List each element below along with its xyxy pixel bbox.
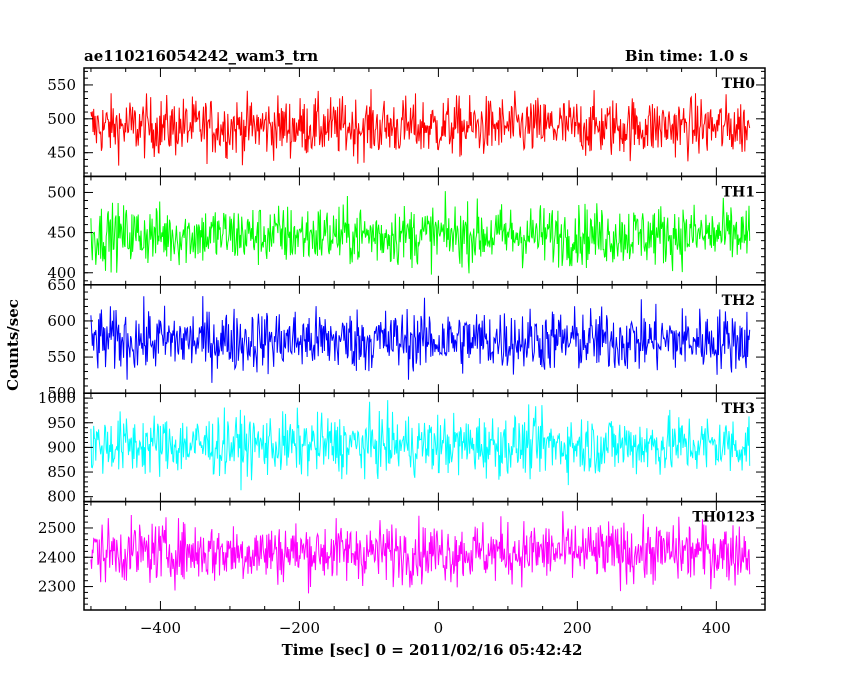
ytick-label: 600: [47, 312, 76, 330]
ytick-label: 550: [47, 348, 76, 366]
ytick-label: 450: [47, 144, 76, 162]
series-th0: [90, 89, 751, 166]
xtick-label: 0: [434, 619, 444, 637]
panel-th1: 400 450 500 TH1: [47, 175, 766, 286]
ytick-label: 550: [47, 76, 76, 94]
x-axis: −400 −200 0 200 400: [140, 619, 731, 637]
ytick-label: 2300: [38, 578, 76, 596]
chart-title: ae110216054242_wam3_trn: [84, 47, 318, 65]
series-th3: [90, 400, 751, 491]
xtick-label: −400: [140, 619, 181, 637]
ytick-label: 450: [47, 224, 76, 242]
y-axis-label: Counts/sec: [4, 299, 22, 391]
ytick-label: 2400: [38, 548, 76, 566]
panel-label-th2: TH2: [722, 293, 755, 309]
ytick-label: 400: [47, 264, 76, 282]
panel-th0: 450 500 550 TH0: [47, 67, 766, 178]
panel-label-th0: TH0: [722, 76, 756, 92]
x-axis-label: Time [sec] 0 = 2011/02/16 05:42:42: [282, 641, 583, 659]
panel-label-th3: TH3: [722, 401, 755, 417]
ytick-label: 950: [47, 414, 76, 432]
bin-time-label: Bin time: 1.0 s: [625, 47, 748, 65]
panel-th0123: 2300 2400 2500 TH0123: [38, 500, 766, 611]
panel-th3: 800 850 900 950 1000 TH3: [38, 389, 766, 506]
xtick-label: −200: [279, 619, 320, 637]
panel-frame-th0: [83, 67, 766, 178]
ytick-label: 500: [47, 384, 76, 402]
ytick-label: 500: [47, 110, 76, 128]
series-th1: [90, 191, 751, 275]
ytick-label: 650: [47, 276, 76, 294]
panels-group: 450 500 550 TH0 400 450 500 TH1 500 550 600 650 TH2 8…: [38, 67, 766, 611]
ytick-label: 800: [47, 488, 76, 506]
panel-label-th1: TH1: [722, 184, 755, 200]
ytick-label: 850: [47, 463, 76, 481]
xtick-label: 400: [702, 619, 731, 637]
panel-label-th0123: TH0123: [692, 510, 755, 526]
panel-th2: 500 550 600 650 TH2: [47, 276, 766, 402]
ytick-label: 2500: [38, 519, 76, 537]
xtick-label: 200: [563, 619, 592, 637]
ytick-label: 900: [47, 438, 76, 456]
series-th0123: [90, 511, 751, 594]
panel-frame-th0123: [83, 500, 766, 611]
ytick-label: 1000: [38, 389, 76, 407]
ytick-label: 500: [47, 183, 76, 201]
series-th2: [90, 296, 751, 383]
